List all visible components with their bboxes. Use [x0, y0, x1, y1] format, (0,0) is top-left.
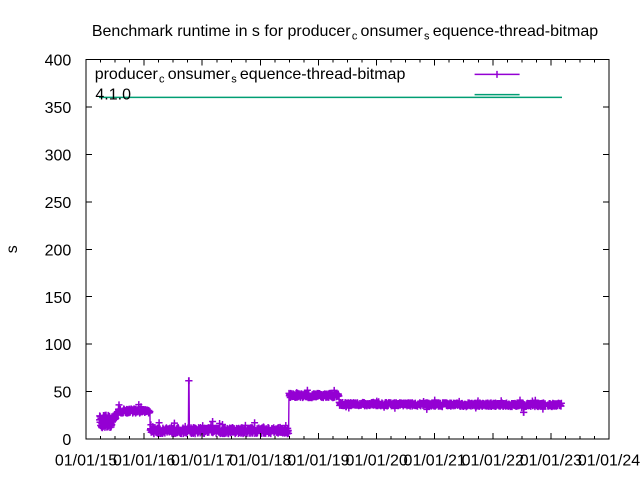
svg-text:01/01/22: 01/01/22 [462, 452, 524, 469]
svg-text:200: 200 [45, 242, 72, 259]
svg-text:01/01/23: 01/01/23 [520, 452, 582, 469]
svg-text:01/01/24: 01/01/24 [578, 452, 640, 469]
svg-text:01/01/18: 01/01/18 [229, 452, 291, 469]
svg-text:Benchmark runtime in s for pro: Benchmark runtime in s for producerc onsu… [92, 23, 598, 43]
svg-text:250: 250 [45, 195, 72, 212]
svg-text:s: s [4, 245, 21, 253]
svg-text:350: 350 [45, 100, 72, 117]
svg-text:0: 0 [62, 432, 71, 449]
svg-text:400: 400 [45, 53, 72, 70]
svg-text:100: 100 [45, 337, 72, 354]
svg-text:300: 300 [45, 148, 72, 165]
svg-text:01/01/21: 01/01/21 [404, 452, 466, 469]
svg-text:50: 50 [54, 385, 72, 402]
svg-text:150: 150 [45, 290, 72, 307]
svg-text:01/01/20: 01/01/20 [345, 452, 407, 469]
svg-text:01/01/16: 01/01/16 [113, 452, 175, 469]
svg-text:01/01/17: 01/01/17 [171, 452, 233, 469]
svg-text:01/01/19: 01/01/19 [287, 452, 349, 469]
svg-text:4.1.0: 4.1.0 [95, 86, 131, 103]
svg-text:01/01/15: 01/01/15 [55, 452, 117, 469]
